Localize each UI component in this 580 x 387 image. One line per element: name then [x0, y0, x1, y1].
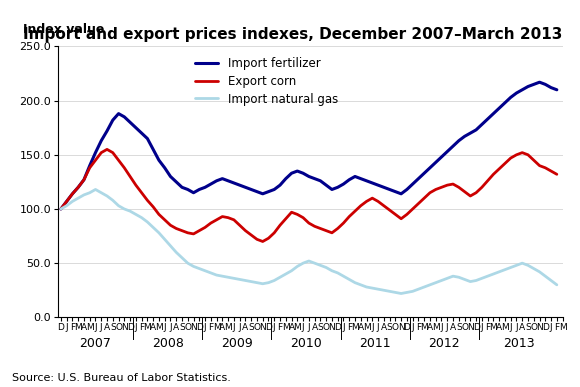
Text: 2008: 2008 — [151, 337, 183, 350]
Import fertilizer — [138, 131, 145, 135]
Import fertilizer — [265, 189, 272, 194]
Import natural gas — [144, 220, 151, 224]
Export corn — [259, 239, 266, 244]
Import natural gas — [553, 283, 560, 287]
Import fertilizer — [553, 87, 560, 92]
Line: Import natural gas: Import natural gas — [61, 190, 557, 293]
Export corn — [104, 147, 111, 152]
Import natural gas — [92, 187, 99, 192]
Text: Index value: Index value — [23, 22, 104, 36]
Line: Import fertilizer: Import fertilizer — [61, 82, 557, 209]
Export corn — [207, 221, 214, 225]
Import natural gas — [271, 278, 278, 283]
Import natural gas — [173, 250, 180, 255]
Import fertilizer — [306, 174, 313, 179]
Import fertilizer — [461, 134, 468, 139]
Export corn — [144, 198, 151, 203]
Import natural gas — [57, 207, 64, 211]
Export corn — [553, 172, 560, 176]
Import natural gas — [311, 261, 318, 265]
Import natural gas — [398, 291, 405, 296]
Text: 2010: 2010 — [290, 337, 322, 350]
Text: 2009: 2009 — [221, 337, 253, 350]
Text: 2007: 2007 — [79, 337, 111, 350]
Export corn — [277, 223, 284, 228]
Export corn — [57, 207, 64, 211]
Import fertilizer — [202, 185, 209, 190]
Import fertilizer — [57, 207, 64, 211]
Text: 2011: 2011 — [360, 337, 391, 350]
Legend: Import fertilizer, Export corn, Import natural gas: Import fertilizer, Export corn, Import n… — [190, 52, 343, 110]
Text: 2012: 2012 — [429, 337, 460, 350]
Export corn — [473, 190, 480, 195]
Text: 2013: 2013 — [503, 337, 535, 350]
Line: Export corn: Export corn — [61, 149, 557, 241]
Export corn — [173, 226, 180, 231]
Import natural gas — [207, 271, 214, 275]
Text: Import and export prices indexes, December 2007–March 2013: Import and export prices indexes, Decemb… — [23, 27, 562, 43]
Import natural gas — [473, 278, 480, 283]
Text: Source: U.S. Bureau of Labor Statistics.: Source: U.S. Bureau of Labor Statistics. — [12, 373, 230, 383]
Import fertilizer — [167, 174, 174, 179]
Export corn — [317, 226, 324, 231]
Import fertilizer — [536, 80, 543, 84]
